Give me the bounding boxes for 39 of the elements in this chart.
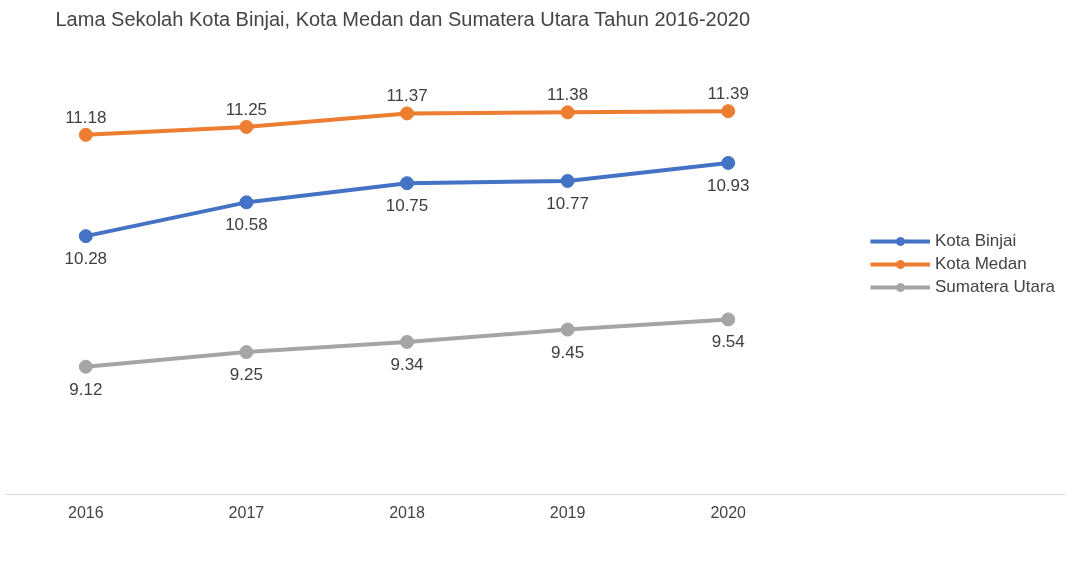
data-label: 10.93 <box>706 175 750 195</box>
chart-title: Lama Sekolah Kota Binjai, Kota Medan dan Sumatera Utara Tahun 2016-2020 <box>55 7 751 30</box>
point <box>560 105 575 120</box>
data-label: 11.37 <box>386 86 428 106</box>
data-label: 9.25 <box>229 365 263 385</box>
point <box>400 106 415 121</box>
data-label: 10.75 <box>385 196 429 216</box>
data-label: 9.34 <box>390 354 424 374</box>
legend-label: Kota Medan <box>935 254 1027 274</box>
data-label: 10.58 <box>225 215 268 235</box>
data-label: 11.25 <box>225 99 268 119</box>
data-label: 10.28 <box>64 249 108 269</box>
point <box>560 173 575 188</box>
point <box>78 359 93 374</box>
x-tick-label: 2018 <box>389 503 425 521</box>
data-label: 9.45 <box>551 342 585 362</box>
point <box>239 345 254 360</box>
point <box>560 322 575 337</box>
point <box>721 104 736 119</box>
point <box>721 312 736 327</box>
point <box>239 195 254 210</box>
point <box>78 229 93 244</box>
point <box>239 119 254 134</box>
x-tick-label: 2017 <box>228 503 265 521</box>
x-tick-label: 2020 <box>710 503 747 521</box>
x-tick-label: 2016 <box>68 503 104 521</box>
data-label: 9.12 <box>69 379 103 399</box>
point <box>78 127 93 142</box>
data-label: 11.39 <box>707 84 749 104</box>
legend-label: Kota Binjai <box>935 231 1017 251</box>
data-label: 11.38 <box>546 85 589 105</box>
x-tick-label: 2019 <box>549 503 586 521</box>
point <box>721 155 736 170</box>
data-label: 10.77 <box>546 193 589 213</box>
legend-label: Sumatera Utara <box>935 277 1055 297</box>
data-label: 11.18 <box>65 107 107 127</box>
point <box>400 176 415 191</box>
data-label: 9.54 <box>711 332 745 352</box>
point <box>400 334 415 349</box>
